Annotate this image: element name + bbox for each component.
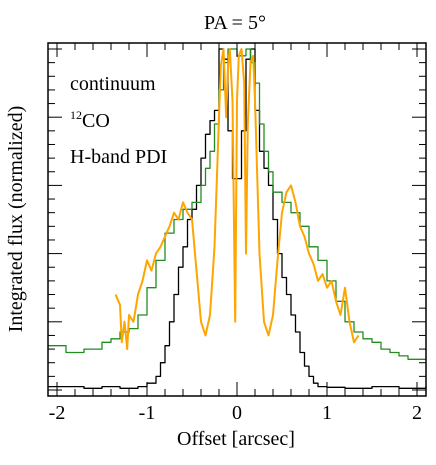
x-tick-label: -2	[49, 402, 66, 424]
legend-entry-co: 12CO	[70, 108, 110, 132]
x-axis-label: Offset [arcsec]	[177, 428, 295, 450]
legend-text: CO	[82, 110, 110, 132]
legend-entry-continuum: continuum	[70, 73, 156, 95]
legend: continuum 12CO H-band PDI	[70, 73, 167, 168]
series-line-continuum	[48, 48, 427, 389]
x-tick-label: 1	[322, 402, 332, 424]
series-line-co	[48, 48, 426, 360]
series-line-hband	[114, 48, 360, 351]
x-tick-label: -1	[139, 402, 156, 424]
x-tick-label: 0	[232, 402, 242, 424]
axis-ticks: -2 -1 0 1 2	[48, 43, 426, 424]
x-tick-label: 2	[412, 402, 422, 424]
y-axis-label: Integrated flux (normalized)	[5, 106, 27, 333]
chart-title: PA = 5°	[204, 12, 266, 34]
plot-area	[48, 48, 427, 389]
legend-entry-hband: H-band PDI	[70, 146, 167, 168]
legend-superscript: 12	[70, 108, 82, 122]
